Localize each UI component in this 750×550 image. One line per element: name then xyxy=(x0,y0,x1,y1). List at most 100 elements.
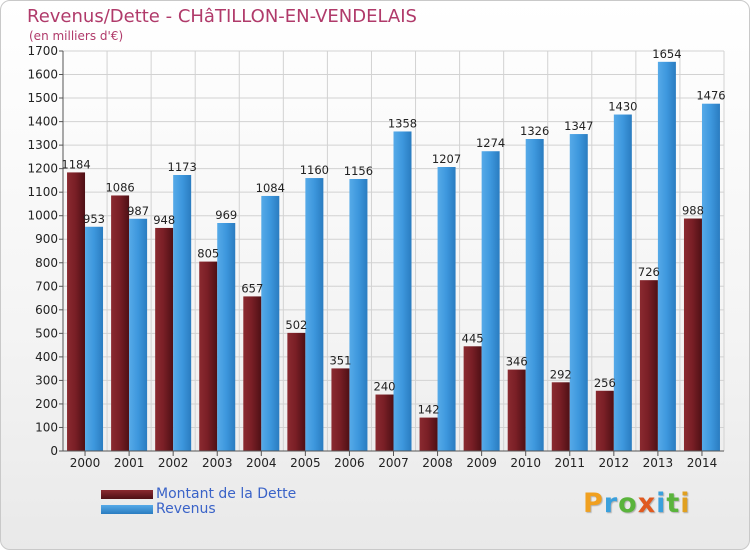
proxiti-logo: Proxiti xyxy=(583,488,691,519)
logo-letter: o xyxy=(618,488,638,519)
x-tick-label: 2012 xyxy=(599,456,630,470)
bar-revenus xyxy=(261,195,280,451)
data-label: 292 xyxy=(550,367,572,381)
bar-dette xyxy=(287,332,306,451)
x-tick-label: 2008 xyxy=(422,456,453,470)
x-tick-label: 2002 xyxy=(158,456,189,470)
legend-label-revenus: Revenus xyxy=(156,501,216,517)
bar-revenus xyxy=(85,226,104,451)
data-label: 953 xyxy=(83,212,105,226)
bar-revenus xyxy=(349,179,368,451)
bar-dette xyxy=(243,296,262,451)
bar-revenus xyxy=(393,131,412,451)
legend-label-dette: Montant de la Dette xyxy=(156,486,297,502)
legend-swatch-dette xyxy=(101,490,153,499)
data-label: 1654 xyxy=(652,47,681,61)
data-label: 1156 xyxy=(344,164,373,178)
data-label: 726 xyxy=(638,265,660,279)
y-tick-label: 1200 xyxy=(27,162,58,176)
bar-dette xyxy=(375,394,394,451)
bar-dette xyxy=(507,369,526,451)
y-tick-label: 1400 xyxy=(27,115,58,129)
y-tick-label: 1000 xyxy=(27,209,58,223)
y-tick-label: 200 xyxy=(35,397,58,411)
y-tick-label: 600 xyxy=(35,303,58,317)
y-tick-label: 1600 xyxy=(27,68,58,82)
y-tick-label: 1100 xyxy=(27,185,58,199)
logo-letter: r xyxy=(603,488,619,519)
data-label: 1347 xyxy=(564,119,593,133)
logo-letter: i xyxy=(656,488,667,519)
bar-revenus xyxy=(481,151,500,451)
axes: 0 100 200 300 400 500 600 700 800 900 1000 1100 1200… xyxy=(27,44,724,470)
x-tick-label: 2003 xyxy=(202,456,233,470)
x-tick-label: 2005 xyxy=(290,456,321,470)
y-tick-label: 300 xyxy=(35,373,58,387)
bar-revenus xyxy=(525,139,544,451)
x-tick-label: 2014 xyxy=(687,456,718,470)
bar-dette xyxy=(639,280,658,451)
bar-revenus xyxy=(613,114,632,451)
bar-dette xyxy=(683,218,702,451)
y-tick-label: 1700 xyxy=(27,44,58,58)
bar-revenus xyxy=(657,61,676,452)
chart-subtitle: (en milliers d'€) xyxy=(29,29,124,43)
y-tick-label: 700 xyxy=(35,279,58,293)
bar-dette xyxy=(551,382,570,451)
bar-dette xyxy=(199,261,218,451)
logo-letter: x xyxy=(637,488,657,519)
bar-revenus xyxy=(129,218,148,451)
data-label: 1358 xyxy=(388,116,417,130)
chart-title: Revenus/Dette - CHâTILLON-EN-VENDELAIS xyxy=(27,6,417,27)
y-tick-label: 1500 xyxy=(27,91,58,105)
x-tick-label: 2004 xyxy=(246,456,277,470)
data-labels: 1184 953 1086 987 948 1173 805 969 657 1084 502 116… xyxy=(61,47,725,417)
bar-revenus xyxy=(437,167,456,451)
bar-dette xyxy=(67,172,86,452)
data-label: 988 xyxy=(682,204,704,218)
data-label: 1086 xyxy=(105,180,134,194)
data-label: 1207 xyxy=(432,152,461,166)
data-label: 1326 xyxy=(520,124,549,138)
bar-dette xyxy=(155,227,174,451)
logo-letter: i xyxy=(680,488,691,519)
data-label: 502 xyxy=(285,318,307,332)
data-label: 1084 xyxy=(256,181,285,195)
data-label: 346 xyxy=(506,355,528,369)
bars xyxy=(67,61,720,452)
bar-dette xyxy=(111,195,130,451)
data-label: 240 xyxy=(374,380,396,394)
bar-revenus xyxy=(701,103,720,452)
bar-dette xyxy=(595,390,614,451)
data-label: 948 xyxy=(153,213,175,227)
data-label: 1430 xyxy=(608,100,637,114)
logo-letter: t xyxy=(666,488,681,519)
bar-dette xyxy=(463,346,482,451)
y-tick-label: 0 xyxy=(50,444,58,458)
y-tick-label: 400 xyxy=(35,350,58,364)
data-label: 1476 xyxy=(696,89,725,103)
data-label: 1160 xyxy=(300,163,329,177)
data-label: 351 xyxy=(329,353,351,367)
data-label: 1274 xyxy=(476,136,505,150)
y-tick-label: 500 xyxy=(35,326,58,340)
y-tick-label: 1300 xyxy=(27,138,58,152)
bar-dette xyxy=(331,368,350,451)
data-label: 969 xyxy=(215,208,237,222)
data-label: 256 xyxy=(594,376,616,390)
bar-revenus xyxy=(173,175,192,451)
x-tick-label: 2009 xyxy=(466,456,497,470)
y-tick-label: 900 xyxy=(35,232,58,246)
bar-revenus xyxy=(217,223,236,451)
data-label: 805 xyxy=(197,247,219,261)
data-label: 1184 xyxy=(61,157,90,171)
x-tick-label: 2011 xyxy=(554,456,585,470)
legend-swatch-revenus xyxy=(101,505,153,514)
data-label: 445 xyxy=(462,331,484,345)
x-tick-label: 2007 xyxy=(378,456,409,470)
x-tick-label: 2010 xyxy=(510,456,541,470)
y-tick-label: 800 xyxy=(35,256,58,270)
x-tick-label: 2006 xyxy=(334,456,365,470)
bar-revenus xyxy=(305,178,324,451)
